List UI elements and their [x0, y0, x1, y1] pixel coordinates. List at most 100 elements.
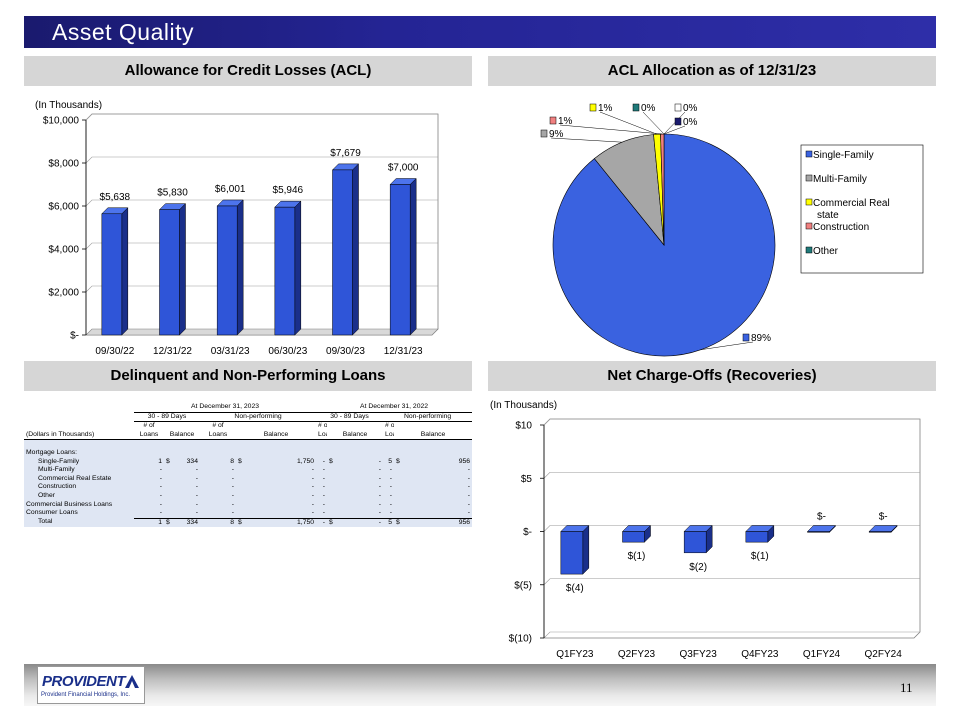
sub-nonperf-2023: Non-performing — [200, 412, 317, 423]
acl-x-tick-label: 03/31/23 — [211, 346, 250, 357]
acl-gridline — [85, 156, 438, 164]
col-num-4: # of — [385, 422, 394, 430]
nco-bar — [745, 531, 769, 543]
acl-floor — [85, 328, 439, 336]
row-label: Total — [24, 518, 134, 528]
table-cell: 5 — [383, 457, 395, 467]
table-cell: 5 — [383, 517, 395, 528]
table-cell: - — [175, 483, 200, 492]
sub-30-89-2023: 30 - 89 Days — [134, 412, 200, 423]
table-cell: - — [347, 483, 384, 492]
logo-name: PROVIDENT — [42, 673, 126, 690]
nco-bar — [560, 531, 584, 575]
acl-x-tick-label: 09/30/22 — [95, 346, 134, 357]
table-cell: - — [134, 491, 164, 501]
table-cell: - — [200, 509, 236, 519]
nco-x-tick-label: Q2FY24 — [865, 649, 903, 660]
table-cell: - — [347, 474, 384, 484]
table-cell: - — [428, 483, 473, 492]
acl-allocation-pie-chart: 89% 9% 1% 1% 0% 0% 0% Single-Family Multi-Family… — [488, 92, 936, 359]
acl-bar — [332, 169, 353, 336]
pie-leader-line — [700, 341, 754, 350]
nco-y-tick-label: $10 — [515, 421, 532, 432]
nco-y-tick-label: $(10) — [509, 634, 532, 645]
col-num-2: # of — [212, 422, 224, 430]
table-cell — [394, 474, 429, 484]
acl-bar — [101, 213, 123, 336]
table-cell — [394, 491, 429, 501]
acl-bar-chart: (In Thousands) $- $2,000 $4,000 $6,000 $8,00… — [35, 100, 439, 357]
mortgage-section-label: Mortgage Loans: — [24, 448, 473, 458]
nco-bar — [622, 531, 645, 543]
table-cell — [327, 509, 348, 519]
title-bar: Asset Quality — [24, 16, 936, 48]
pie-label-swatch — [674, 117, 682, 126]
table-row: Construction - - - - - - - - — [24, 483, 473, 492]
table-cell: - — [383, 509, 395, 519]
table-row: Commercial Business Loans - - - - - - - - — [24, 500, 473, 510]
pie-slice-label: 1% — [598, 103, 613, 114]
table-cell: $ — [164, 457, 175, 467]
acl-y-tick-label: $- — [70, 331, 79, 342]
nco-units-note: (In Thousands) — [490, 400, 557, 411]
acl-bar-side — [179, 203, 186, 336]
acl-x-tick-label: 12/31/22 — [153, 346, 192, 357]
col-num-1: # of — [143, 422, 155, 430]
table-cell: - — [200, 474, 236, 484]
pie-legend-swatch — [805, 174, 813, 182]
table-cell: - — [428, 500, 473, 510]
acl-x-tick-label: 06/30/23 — [268, 346, 307, 357]
table-cell: 1,750 — [247, 457, 317, 467]
table-cell — [236, 500, 247, 510]
nco-data-label: $(4) — [566, 583, 584, 594]
table-cell: - — [316, 466, 328, 475]
logo-subtitle: Provident Financial Holdings, Inc. — [41, 692, 131, 698]
table-cell: 8 — [200, 457, 236, 467]
pie-legend-label: Single-Family — [813, 150, 874, 161]
col-loans-3: Loans — [316, 430, 328, 441]
table-cell — [327, 500, 348, 510]
table-cell: - — [134, 483, 164, 492]
table-cell: - — [175, 491, 200, 501]
dollars-caption: (Dollars in Thousands) — [24, 430, 134, 441]
pie-legend-label-cont: state — [817, 210, 839, 221]
nco-bar — [683, 531, 707, 554]
pie-label-swatch — [742, 333, 750, 342]
acl-y-tick-label: $8,000 — [48, 159, 79, 170]
nco-y-tick-label: $5 — [521, 474, 533, 485]
pie-leader-line — [559, 124, 663, 135]
pie-leader-line — [599, 111, 658, 135]
table-cell: - — [428, 509, 473, 519]
period-2023: At December 31, 2023 — [134, 403, 317, 413]
table-cell: 334 — [175, 457, 200, 467]
acl-data-label: $6,001 — [215, 184, 246, 195]
nco-plot-area — [543, 418, 921, 639]
table-row: Total 1 $334 8 $1,750- $ -5 $956 — [24, 517, 473, 528]
pie-legend-label: Construction — [813, 222, 869, 233]
col-balance-3: Balance — [327, 430, 384, 441]
table-cell: - — [316, 509, 328, 519]
col-balance-4: Balance — [394, 430, 473, 441]
table-cell: - — [316, 491, 328, 501]
nco-bar — [807, 531, 830, 533]
acl-bar-side — [236, 199, 244, 336]
table-cell: - — [134, 509, 164, 519]
pie-legend-swatch — [805, 150, 813, 158]
table-cell: - — [383, 500, 395, 510]
nco-data-label: $(1) — [751, 551, 769, 562]
table-cell — [164, 483, 175, 492]
pie-slice-label: 1% — [558, 116, 573, 127]
table-cell — [394, 500, 429, 510]
acl-header: Allowance for Credit Losses (ACL) — [24, 56, 472, 86]
acl-y-tick-label: $4,000 — [48, 245, 79, 256]
table-cell: - — [347, 457, 384, 467]
pie-legend-label: Commercial Real — [813, 198, 890, 209]
table-cell: - — [175, 500, 200, 510]
table-cell: 334 — [175, 517, 200, 528]
footer-bar — [24, 664, 936, 706]
table-cell: - — [347, 491, 384, 501]
table-cell — [236, 491, 247, 501]
table-row: Single-Family 1 $334 8 $1,750- $ -5 $956 — [24, 457, 473, 467]
table-row: Commercial Real Estate - - - - - - - - — [24, 474, 473, 484]
row-label: Other — [24, 491, 134, 501]
